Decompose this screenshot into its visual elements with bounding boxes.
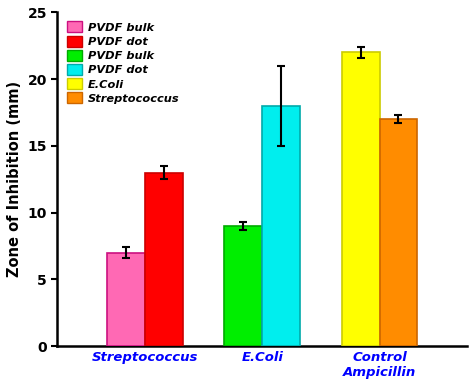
Legend: PVDF bulk, PVDF dot, PVDF bulk, PVDF dot, E.Coli, Streptococcus: PVDF bulk, PVDF dot, PVDF bulk, PVDF dot… — [67, 22, 179, 104]
Bar — [342, 52, 380, 346]
Bar — [380, 119, 418, 346]
Bar — [224, 226, 262, 346]
Bar — [107, 253, 145, 346]
Bar — [262, 106, 300, 346]
Bar — [145, 173, 183, 346]
Y-axis label: Zone of Inhibition (mm): Zone of Inhibition (mm) — [7, 81, 22, 278]
